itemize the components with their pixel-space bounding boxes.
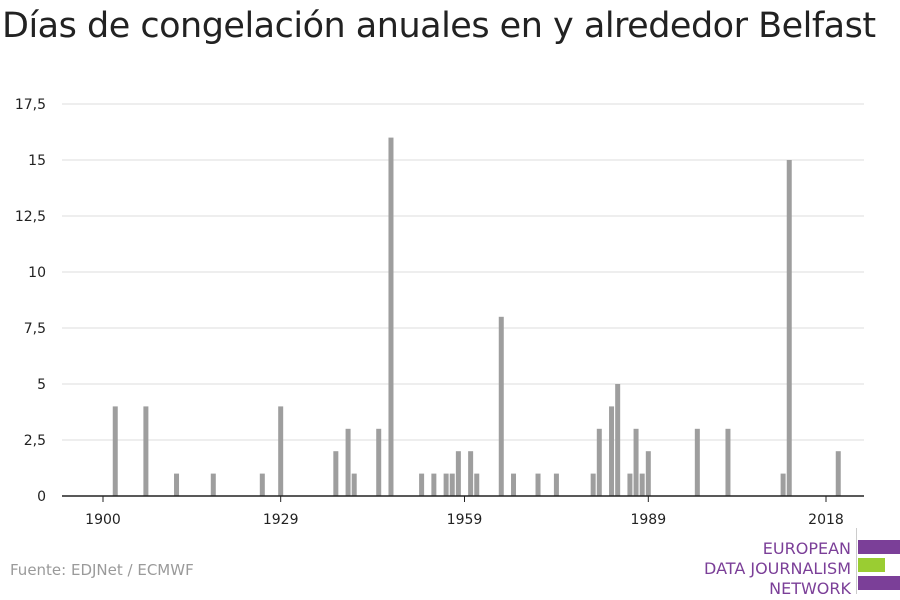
bar	[259, 473, 265, 496]
logo-bar-green	[858, 558, 885, 572]
x-tick-label: 1989	[630, 512, 666, 528]
bars	[112, 137, 841, 496]
bar	[694, 428, 700, 496]
y-tick-label: 0	[37, 489, 46, 505]
bar	[345, 428, 351, 496]
bar	[645, 451, 651, 496]
chart-title: Días de congelación anuales en y alreded…	[2, 6, 876, 46]
bar	[780, 473, 786, 496]
bar	[468, 451, 474, 496]
bar	[535, 473, 541, 496]
bar	[210, 473, 216, 496]
bar	[112, 406, 118, 496]
logo-line-1: EUROPEAN	[762, 539, 851, 558]
y-tick-label: 2,5	[24, 433, 46, 449]
logo-line-2: DATA JOURNALISM	[704, 559, 851, 578]
logo-divider	[856, 528, 857, 594]
bar	[609, 406, 615, 496]
y-tick-label: 7,5	[24, 321, 46, 337]
source-credit: Fuente: EDJNet / ECMWF	[10, 561, 194, 579]
logo-bar-purple-bottom	[858, 576, 900, 590]
bar	[498, 316, 504, 496]
bar	[590, 473, 596, 496]
bar	[443, 473, 449, 496]
y-tick-label: 17,5	[15, 97, 46, 113]
bar	[615, 384, 621, 496]
y-tick-label: 10	[28, 265, 46, 281]
bar	[633, 428, 639, 496]
bar	[511, 473, 517, 496]
x-tick-label: 1929	[263, 512, 299, 528]
logo-text: EUROPEAN DATA JOURNALISM NETWORK	[704, 539, 851, 599]
bar	[388, 137, 394, 496]
bar	[455, 451, 461, 496]
y-tick-label: 5	[37, 377, 46, 393]
bar	[376, 428, 382, 496]
bar	[835, 451, 841, 496]
logo-bar-purple-top	[858, 540, 900, 554]
y-tick-label: 15	[28, 153, 46, 169]
bar	[553, 473, 559, 496]
x-tick-label: 2018	[808, 512, 844, 528]
bar	[419, 473, 425, 496]
y-tick-label: 12,5	[15, 209, 46, 225]
bar	[627, 473, 633, 496]
gridlines	[62, 103, 864, 441]
x-axis-ticks: 1900 1929 1959 1989 2018	[85, 496, 844, 528]
bar	[786, 160, 792, 496]
y-axis-labels: 0 2,5 5 7,5 10 12,5 15 17,5	[15, 97, 46, 505]
bar	[333, 451, 339, 496]
bar	[639, 473, 645, 496]
bar	[431, 473, 437, 496]
bar-chart: 0 2,5 5 7,5 10 12,5 15 17,5 1900 1929 1959 1989 201…	[15, 97, 864, 528]
bar	[449, 473, 455, 496]
x-tick-label: 1900	[85, 512, 121, 528]
bar	[143, 406, 149, 496]
edjnet-logo: EUROPEAN DATA JOURNALISM NETWORK	[700, 528, 900, 599]
bar	[596, 428, 602, 496]
bar	[474, 473, 480, 496]
logo-line-3: NETWORK	[769, 579, 851, 598]
bar	[351, 473, 357, 496]
bar	[174, 473, 180, 496]
x-tick-label: 1959	[447, 512, 483, 528]
bar	[725, 428, 731, 496]
bar	[278, 406, 284, 496]
